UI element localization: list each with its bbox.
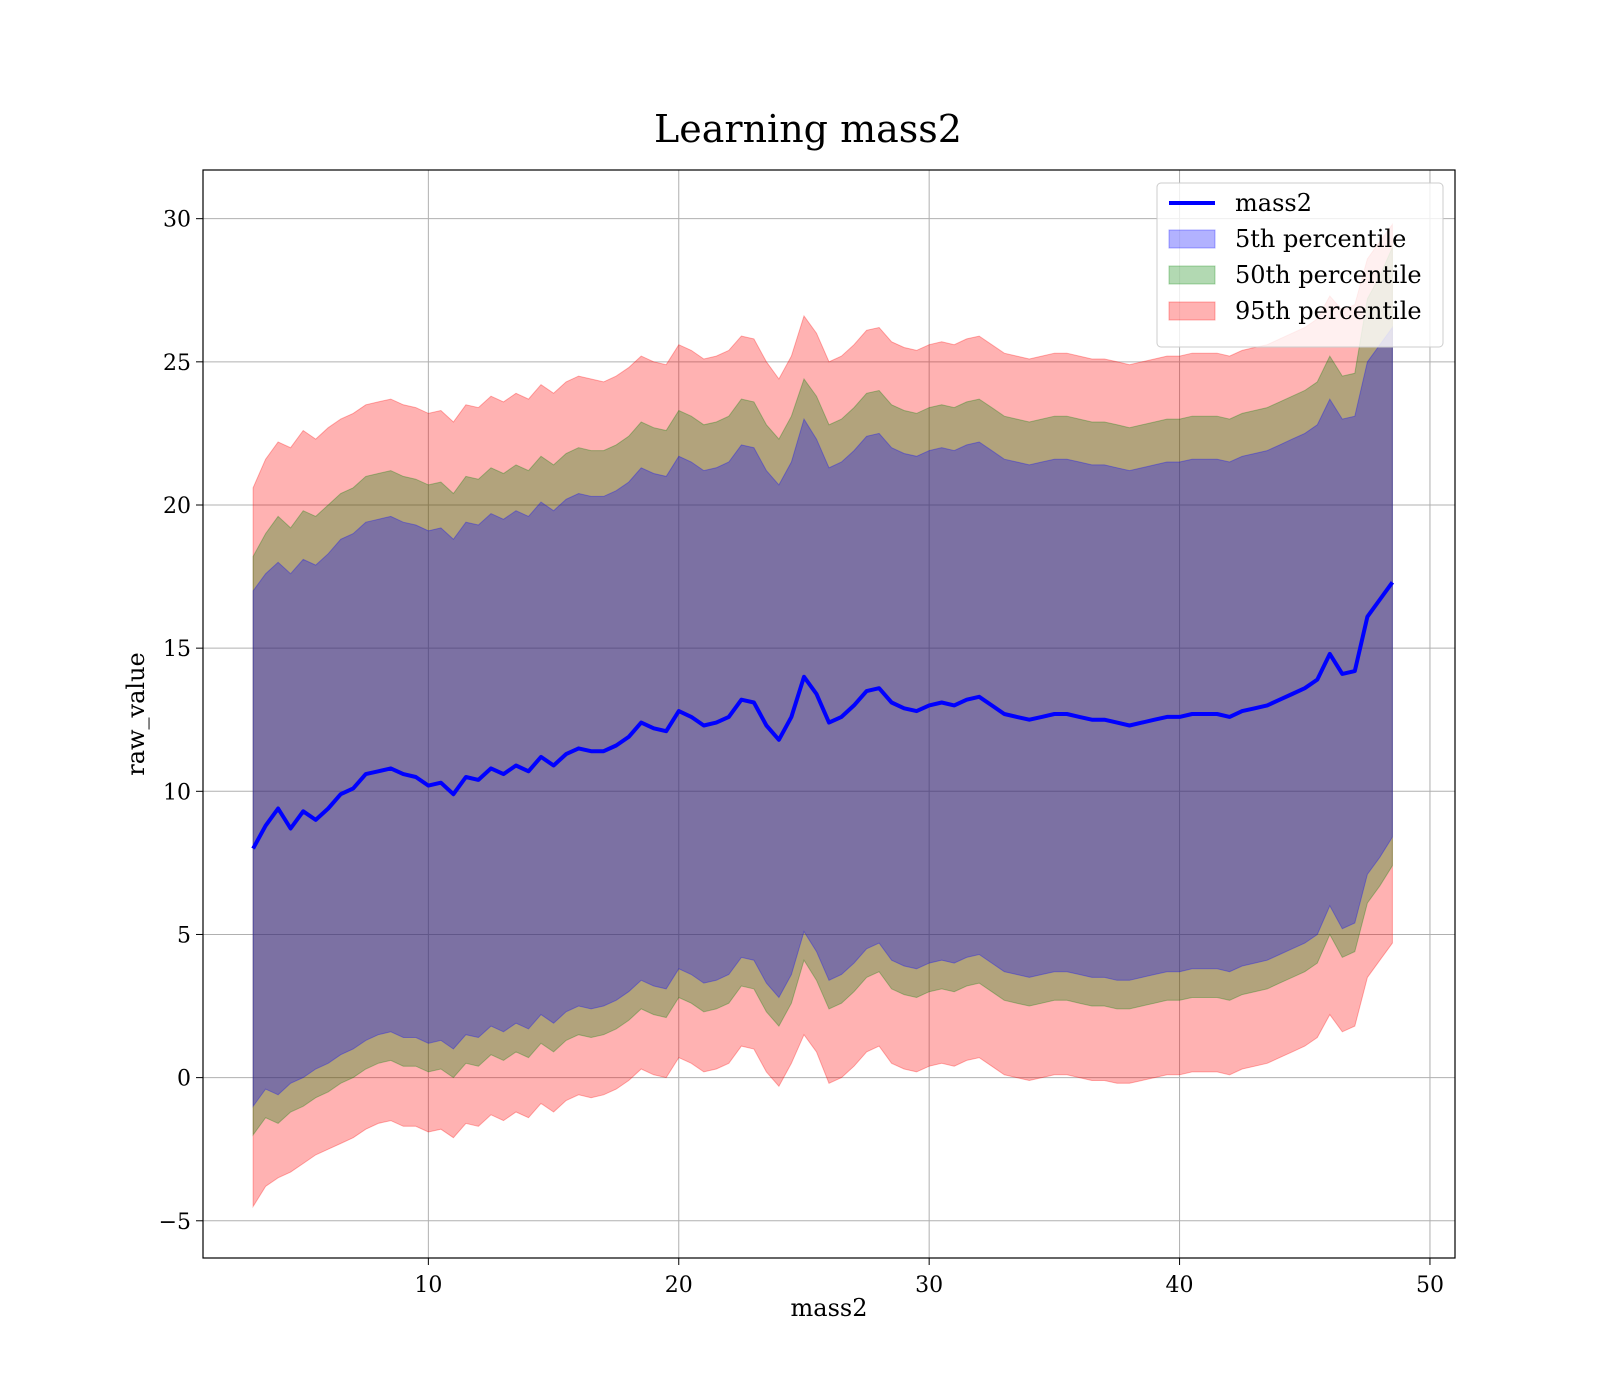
- percentile-bands: [252, 222, 1393, 1209]
- x-tick-label: 40: [1166, 1273, 1194, 1298]
- y-tick-label: 25: [163, 351, 191, 376]
- legend: mass2 5th percentile 50th percentile 95th p…: [1156, 182, 1444, 348]
- legend-label: 95th percentile: [1235, 297, 1422, 325]
- y-tick-label: 10: [163, 780, 191, 805]
- chart-title: Learning mass2: [654, 107, 962, 151]
- legend-label: mass2: [1235, 189, 1312, 217]
- legend-box: [1156, 182, 1444, 348]
- x-tick-label: 10: [414, 1273, 442, 1298]
- y-tick-label: −5: [159, 1210, 191, 1235]
- y-tick-label: 5: [177, 923, 191, 948]
- legend-patch-swatch: [1168, 265, 1216, 285]
- band-95th-percentile: [252, 222, 1393, 1209]
- series-lines: [251, 581, 1395, 850]
- legend-patch-swatch: [1168, 229, 1216, 249]
- legend-patch-swatch: [1168, 301, 1216, 321]
- x-tick-label: 30: [915, 1273, 943, 1298]
- x-tick-label: 50: [1416, 1273, 1444, 1298]
- axis-ticks: 10 20 30 40 50 −5 0 5 10 15 20 25 30: [159, 208, 1444, 1298]
- plot-frame: [202, 169, 1456, 1259]
- y-tick-label: 20: [163, 494, 191, 519]
- y-tick-label: 15: [163, 637, 191, 662]
- band-50th-percentile: [252, 247, 1393, 1137]
- series-line-mass2: [251, 581, 1395, 850]
- y-tick-label: 30: [163, 208, 191, 233]
- x-axis-label: mass2: [791, 1294, 868, 1322]
- legend-label: 50th percentile: [1235, 261, 1422, 289]
- x-tick-label: 20: [665, 1273, 693, 1298]
- legend-label: 5th percentile: [1235, 225, 1406, 253]
- band-5th-percentile: [252, 325, 1393, 1108]
- y-axis-label: raw_value: [122, 652, 150, 776]
- y-tick-label: 0: [177, 1067, 191, 1092]
